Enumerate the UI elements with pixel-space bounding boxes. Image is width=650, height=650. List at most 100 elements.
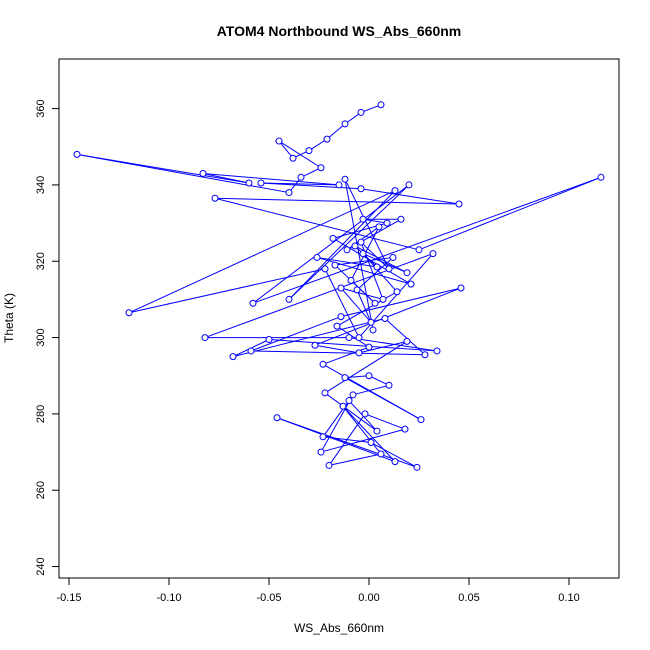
data-point bbox=[405, 181, 413, 189]
series-segment bbox=[352, 384, 390, 396]
data-point bbox=[373, 263, 381, 271]
y-axis: 240 260 280 300 320 340 360 bbox=[35, 99, 60, 576]
x-axis-label: WS_Abs_660nm bbox=[294, 621, 384, 635]
series-segment bbox=[316, 256, 412, 285]
data-point bbox=[367, 439, 375, 447]
data-point bbox=[201, 334, 209, 342]
series-segment bbox=[336, 291, 398, 327]
series-segment bbox=[342, 405, 382, 455]
data-point bbox=[359, 215, 367, 223]
y-tick-label: 340 bbox=[35, 176, 47, 194]
data-point bbox=[273, 414, 281, 422]
data-point bbox=[321, 389, 329, 397]
data-point bbox=[355, 334, 363, 342]
data-point bbox=[371, 299, 379, 307]
series-segment bbox=[344, 178, 390, 270]
data-point bbox=[289, 154, 297, 162]
series-segment bbox=[324, 340, 408, 394]
data-point bbox=[333, 322, 341, 330]
data-point bbox=[367, 318, 375, 326]
data-point bbox=[249, 299, 257, 307]
series-segment bbox=[334, 256, 394, 266]
series-segment bbox=[356, 257, 394, 291]
data-point bbox=[73, 150, 81, 158]
series-segment bbox=[322, 363, 422, 421]
data-point bbox=[341, 374, 349, 382]
data-point bbox=[365, 372, 373, 380]
series-segment bbox=[368, 375, 390, 386]
series-segment bbox=[276, 417, 396, 463]
data-point bbox=[305, 147, 313, 155]
data-point bbox=[433, 347, 441, 355]
data-point bbox=[337, 284, 345, 292]
data-point bbox=[341, 175, 349, 183]
data-point bbox=[389, 253, 397, 261]
y-tick-label: 320 bbox=[35, 252, 47, 270]
data-point bbox=[385, 381, 393, 389]
series-segment bbox=[300, 167, 322, 178]
data-point bbox=[359, 250, 367, 258]
data-point bbox=[265, 335, 273, 343]
series-segment bbox=[250, 350, 426, 356]
data-point bbox=[317, 448, 325, 456]
series-segment bbox=[340, 287, 384, 300]
series-segment bbox=[360, 241, 390, 270]
data-point bbox=[355, 349, 363, 357]
series-segment bbox=[356, 289, 372, 323]
data-point bbox=[275, 137, 283, 145]
data-point bbox=[403, 337, 411, 345]
data-point bbox=[455, 200, 463, 208]
data-point bbox=[357, 185, 365, 193]
data-point bbox=[415, 246, 423, 254]
data-point bbox=[383, 219, 391, 227]
data-point bbox=[421, 351, 429, 359]
data-point bbox=[377, 450, 385, 458]
series-segment bbox=[340, 287, 372, 323]
data-point bbox=[285, 295, 293, 303]
data-point bbox=[125, 309, 133, 317]
data-point bbox=[311, 341, 319, 349]
series-segment bbox=[324, 392, 378, 432]
y-tick-label: 240 bbox=[35, 557, 47, 575]
data-point bbox=[353, 286, 361, 294]
y-tick-label: 360 bbox=[35, 99, 47, 117]
data-point bbox=[361, 410, 369, 418]
data-point bbox=[285, 189, 293, 197]
series-segment bbox=[308, 138, 328, 152]
x-axis: -0.15 -0.10 -0.05 0.00 0.05 0.10 bbox=[56, 577, 580, 604]
series-segment bbox=[128, 268, 326, 314]
data-point bbox=[321, 265, 329, 273]
data-point bbox=[407, 280, 415, 288]
data-point bbox=[345, 397, 353, 405]
data-point bbox=[457, 284, 465, 292]
data-point bbox=[369, 326, 377, 334]
series-segment bbox=[214, 197, 460, 205]
series-segment bbox=[252, 176, 602, 304]
x-tick-label: 0.10 bbox=[558, 592, 579, 604]
data-point bbox=[247, 347, 255, 355]
y-tick-label: 280 bbox=[35, 405, 47, 423]
series-lines bbox=[76, 104, 602, 468]
data-point bbox=[323, 135, 331, 143]
data-point bbox=[319, 360, 327, 368]
data-point bbox=[597, 173, 605, 181]
data-point bbox=[257, 179, 265, 187]
data-point bbox=[377, 101, 385, 109]
series-segment bbox=[260, 182, 362, 190]
y-tick-label: 300 bbox=[35, 328, 47, 346]
series-segment bbox=[202, 172, 250, 184]
series-segment bbox=[202, 172, 340, 186]
data-point bbox=[375, 223, 383, 231]
series-segment bbox=[250, 316, 342, 352]
data-point bbox=[379, 295, 387, 303]
data-point bbox=[357, 108, 365, 116]
data-point bbox=[229, 353, 237, 361]
data-point bbox=[347, 276, 355, 284]
data-point bbox=[337, 313, 345, 321]
series-segment bbox=[344, 375, 370, 379]
data-point bbox=[351, 242, 359, 250]
series-segment bbox=[328, 413, 366, 466]
series-segment bbox=[322, 346, 370, 365]
